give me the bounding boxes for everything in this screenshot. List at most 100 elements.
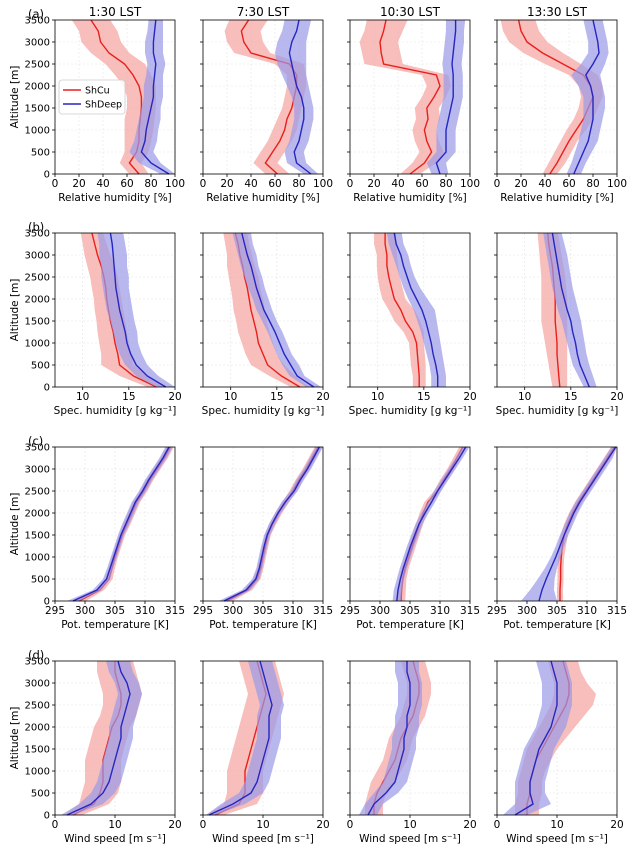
y-axis-label-b: Altitude [m]	[9, 279, 21, 342]
x-axis-label: Wind speed [m s⁻¹]	[506, 833, 608, 845]
y-tick-label: 1500	[25, 531, 50, 542]
x-axis-label: Relative humidity [%]	[206, 192, 320, 204]
axes-frame	[202, 232, 324, 388]
x-tick-label: 305	[547, 605, 567, 617]
y-tick-label: 1000	[25, 553, 50, 564]
panel-a-10-30-lst: 0 20 40 60 80 100 Relative humidity [%] 10:30 L…	[347, 5, 480, 204]
row-label-b: (b)	[28, 220, 44, 234]
line-shdeep	[393, 232, 439, 387]
axes-frame	[496, 232, 618, 388]
x-tick-label: 20	[168, 391, 181, 403]
axes-frame	[54, 232, 176, 388]
panel-title: 1:30 LST	[89, 5, 142, 19]
band-shdeep	[97, 233, 175, 387]
x-tick-label: 0	[52, 819, 59, 831]
row-label-a: (a)	[28, 7, 44, 21]
x-tick-label: 20	[514, 178, 527, 190]
x-tick-label: 305	[105, 605, 125, 617]
x-tick-label: 10	[224, 391, 237, 403]
y-tick-label: 3000	[25, 679, 50, 690]
x-tick-label: 60	[415, 178, 428, 190]
axes-frame	[349, 19, 471, 175]
line-shcu	[384, 233, 420, 387]
y-tick-label: 2500	[25, 60, 50, 71]
x-tick-label: 300	[517, 605, 537, 617]
y-axis-label-a: Altitude [m]	[9, 66, 21, 129]
x-axis-label: Spec. humidity [g kg⁻¹]	[496, 405, 619, 417]
y-tick-label: 1500	[25, 745, 50, 756]
band-shdeep	[275, 20, 319, 174]
band-shcu	[500, 20, 603, 174]
x-tick-label: 100	[313, 178, 333, 190]
band-shcu	[71, 20, 156, 174]
x-tick-label: 40	[96, 178, 109, 190]
x-tick-label: 40	[391, 178, 404, 190]
x-axis-label: Spec. humidity [g kg⁻¹]	[202, 405, 325, 417]
x-axis-label: Wind speed [m s⁻¹]	[212, 833, 314, 845]
x-tick-label: 80	[586, 178, 599, 190]
x-tick-label: 315	[460, 605, 480, 617]
x-tick-label: 15	[564, 391, 577, 403]
band-shdeep	[503, 661, 572, 815]
y-tick-label: 3500	[25, 16, 50, 27]
x-tick-label: 10	[403, 819, 416, 831]
panel-c-1-30-lst: 295 300 305 310 315 Pot. temperature [K] 0 500 1…	[25, 443, 185, 632]
y-tick-label: 1000	[25, 339, 50, 350]
line-shdeep	[66, 660, 131, 816]
line-shdeep	[241, 232, 315, 388]
band-shdeep	[392, 447, 470, 601]
x-tick-label: 0	[200, 819, 207, 831]
y-tick-label: 1000	[25, 767, 50, 778]
y-tick-label: 500	[31, 575, 50, 586]
y-tick-label: 3500	[25, 443, 50, 454]
x-axis-label: Pot. temperature [K]	[61, 619, 169, 631]
x-axis-label: Pot. temperature [K]	[503, 619, 611, 631]
x-axis-label: Wind speed [m s⁻¹]	[64, 833, 166, 845]
y-axis-label-c: Altitude [m]	[9, 493, 21, 556]
x-tick-label: 305	[253, 605, 273, 617]
x-tick-label: 20	[316, 391, 329, 403]
x-tick-label: 10	[76, 391, 89, 403]
line-shdeep	[72, 446, 170, 602]
panel-b-1-30-lst: 10 15 20 Spec. humidity [g kg⁻¹] 0 500 1000 150…	[25, 229, 182, 418]
panel-b-10-30-lst: 10 15 20 Spec. humidity [g kg⁻¹]	[347, 232, 477, 417]
line-shdeep	[140, 19, 170, 175]
y-tick-label: 2500	[25, 487, 50, 498]
x-tick-label: 20	[220, 178, 233, 190]
x-tick-label: 10	[550, 819, 563, 831]
x-tick-label: 295	[487, 605, 507, 617]
x-tick-label: 310	[430, 605, 450, 617]
axes-frame	[496, 19, 618, 175]
band-shcu	[374, 233, 426, 387]
panel-b-7-30-lst: 10 15 20 Spec. humidity [g kg⁻¹]	[200, 232, 330, 417]
legend-label-shcu: ShCu	[85, 86, 110, 97]
x-tick-label: 80	[144, 178, 157, 190]
band-shdeep	[61, 661, 142, 815]
y-tick-label: 3000	[25, 465, 50, 476]
y-tick-label: 1500	[25, 317, 50, 328]
y-tick-label: 3500	[25, 229, 50, 240]
x-tick-label: 10	[518, 391, 531, 403]
axes-frame	[202, 19, 324, 175]
band-shdeep	[359, 661, 422, 815]
x-tick-label: 315	[313, 605, 333, 617]
line-shdeep	[573, 19, 600, 175]
y-tick-label: 2000	[25, 509, 50, 520]
x-axis-label: Pot. temperature [K]	[356, 619, 464, 631]
panel-c-13-30-lst: 295 300 305 310 315 Pot. temperature [K]	[487, 446, 627, 631]
band-shdeep	[426, 20, 466, 174]
x-tick-label: 20	[463, 391, 476, 403]
line-shdeep	[109, 232, 167, 388]
y-tick-label: 2000	[25, 82, 50, 93]
y-tick-label: 2500	[25, 701, 50, 712]
x-tick-label: 10	[256, 819, 269, 831]
x-tick-label: 0	[494, 178, 501, 190]
y-tick-label: 500	[31, 361, 50, 372]
legend-label-shdeep: ShDeep	[85, 100, 122, 111]
y-tick-label: 2000	[25, 723, 50, 734]
x-tick-label: 0	[52, 178, 59, 190]
x-axis-label: Spec. humidity [g kg⁻¹]	[349, 405, 472, 417]
y-tick-label: 3500	[25, 657, 50, 668]
